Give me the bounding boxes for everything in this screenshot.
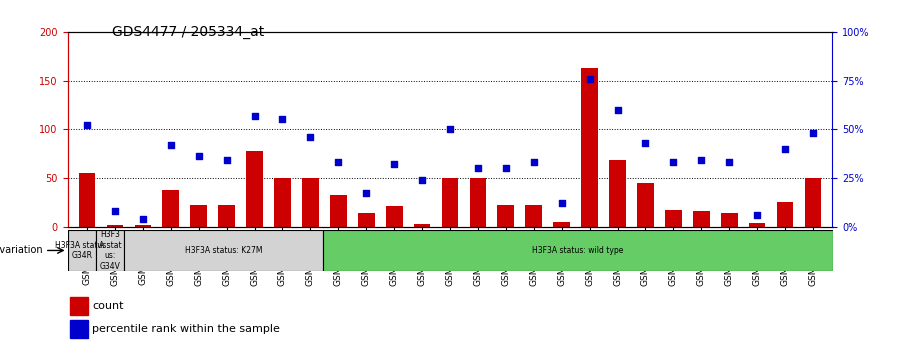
Point (192, 154, 206, 159)
Bar (322, 230, 832, 271)
Point (443, 126, 457, 132)
Point (694, 158, 708, 163)
Bar (777, 202, 794, 227)
Point (806, 130, 820, 136)
Bar (637, 183, 653, 227)
Text: H3F3
A stat
us:
G34V: H3F3 A stat us: G34V (99, 230, 122, 270)
Bar (247, 151, 263, 227)
Point (387, 161, 401, 167)
Bar (581, 68, 598, 227)
Point (220, 158, 234, 163)
Point (666, 160, 680, 165)
Point (526, 160, 541, 165)
Point (499, 165, 513, 171)
Text: count: count (92, 301, 124, 311)
Point (275, 117, 290, 122)
Bar (749, 223, 766, 227)
Text: GDS4477 / 205334_at: GDS4477 / 205334_at (112, 25, 265, 39)
Bar (219, 205, 235, 227)
Bar (693, 211, 710, 227)
Point (554, 200, 569, 206)
Point (582, 76, 597, 81)
Bar (414, 224, 430, 227)
Point (359, 190, 374, 196)
Point (415, 177, 429, 183)
Bar (526, 205, 542, 227)
Point (610, 107, 625, 113)
Bar (721, 213, 738, 227)
Bar (302, 178, 319, 227)
Bar (665, 210, 681, 227)
Point (108, 208, 122, 214)
Bar (554, 222, 570, 227)
Text: H3F3A status: wild type: H3F3A status: wild type (532, 246, 623, 255)
Point (303, 134, 318, 140)
Bar (70, 320, 88, 338)
Point (471, 165, 485, 171)
Bar (78, 173, 95, 227)
Bar (498, 205, 514, 227)
Point (778, 146, 792, 152)
Bar (386, 206, 402, 227)
Point (248, 113, 262, 118)
Text: H3F3A status:
G34R: H3F3A status: G34R (55, 241, 109, 260)
Bar (95, 230, 124, 271)
Bar (442, 178, 458, 227)
Point (638, 140, 652, 146)
Bar (70, 297, 88, 314)
Text: H3F3A status: K27M: H3F3A status: K27M (184, 246, 262, 255)
Bar (124, 230, 322, 271)
Bar (470, 178, 486, 227)
Point (331, 160, 346, 165)
Bar (134, 225, 151, 227)
Point (750, 212, 764, 218)
Bar (68, 230, 95, 271)
Text: percentile rank within the sample: percentile rank within the sample (92, 324, 280, 334)
Point (722, 160, 736, 165)
Point (136, 216, 150, 222)
Point (164, 142, 178, 148)
Bar (106, 225, 123, 227)
Bar (330, 195, 346, 227)
Bar (358, 213, 374, 227)
Bar (609, 160, 626, 227)
Point (80, 122, 94, 128)
Bar (274, 178, 291, 227)
Bar (805, 178, 822, 227)
Bar (190, 205, 207, 227)
Bar (162, 190, 179, 227)
Text: genotype/variation: genotype/variation (0, 245, 43, 256)
